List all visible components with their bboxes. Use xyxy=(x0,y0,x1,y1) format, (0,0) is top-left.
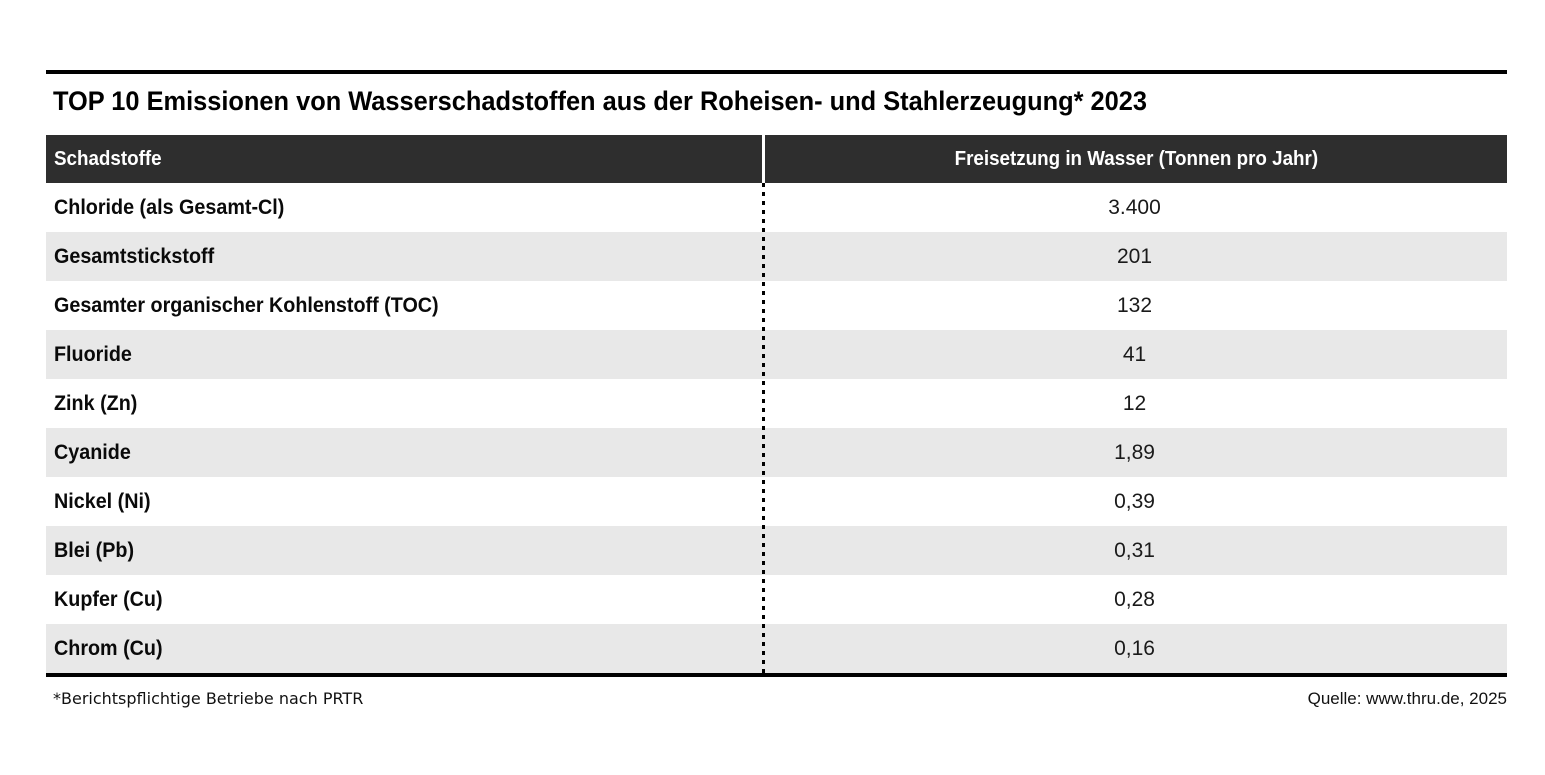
row-label: Gesamter organischer Kohlenstoff (TOC) xyxy=(54,293,439,317)
footer: *Berichtspflichtige Betriebe nach PRTR Q… xyxy=(46,689,1507,709)
row-label: Gesamtstickstoff xyxy=(54,244,215,268)
row-label-cell: Chrom (Cu) xyxy=(46,637,762,661)
row-label-cell: Nickel (Ni) xyxy=(46,490,762,514)
row-value: 0,31 xyxy=(1114,538,1155,562)
table-row: Zink (Zn) 12 xyxy=(46,379,1507,428)
row-label-cell: Kupfer (Cu) xyxy=(46,588,762,612)
row-label-cell: Cyanide xyxy=(46,441,762,465)
bottom-rule xyxy=(46,673,1507,677)
table-row: Cyanide 1,89 xyxy=(46,428,1507,477)
row-label: Blei (Pb) xyxy=(54,538,135,562)
table-row: Gesamtstickstoff 201 xyxy=(46,232,1507,281)
table-row: Chloride (als Gesamt-Cl) 3.400 xyxy=(46,183,1507,232)
table-body: Chloride (als Gesamt-Cl) 3.400 Gesamtsti… xyxy=(46,183,1507,673)
row-label: Cyanide xyxy=(54,440,131,464)
header-cell-pollutants-label: Schadstoffe xyxy=(54,147,162,170)
row-label: Chrom (Cu) xyxy=(54,636,163,660)
row-label-cell: Gesamtstickstoff xyxy=(46,245,762,269)
header-cell-values-label: Freisetzung in Wasser (Tonnen pro Jahr) xyxy=(954,147,1318,170)
row-value: 0,28 xyxy=(1114,587,1155,611)
header-cell-pollutants: Schadstoffe xyxy=(46,148,762,171)
table-row: Chrom (Cu) 0,16 xyxy=(46,624,1507,673)
row-label-cell: Fluoride xyxy=(46,343,762,367)
row-label: Chloride (als Gesamt-Cl) xyxy=(54,195,285,219)
row-value: 12 xyxy=(1122,391,1147,415)
table-row: Kupfer (Cu) 0,28 xyxy=(46,575,1507,624)
header-column-gap xyxy=(762,135,765,183)
footnote: *Berichtspflichtige Betriebe nach PRTR xyxy=(53,689,364,708)
table-row: Blei (Pb) 0,31 xyxy=(46,526,1507,575)
header-cell-values: Freisetzung in Wasser (Tonnen pro Jahr) xyxy=(765,148,1507,171)
data-table: Schadstoffe Freisetzung in Wasser (Tonne… xyxy=(46,135,1507,677)
table-row: Nickel (Ni) 0,39 xyxy=(46,477,1507,526)
row-value: 1,89 xyxy=(1114,440,1155,464)
page-title: TOP 10 Emissionen von Wasserschadstoffen… xyxy=(46,84,1507,118)
row-label-cell: Gesamter organischer Kohlenstoff (TOC) xyxy=(46,294,762,318)
dotted-column-divider xyxy=(762,183,765,673)
table-header-row: Schadstoffe Freisetzung in Wasser (Tonne… xyxy=(46,135,1507,183)
row-value: 0,16 xyxy=(1114,636,1155,660)
source-attribution: Quelle: www.thru.de, 2025 xyxy=(1307,689,1507,708)
row-value: 3.400 xyxy=(1108,195,1161,219)
page-title-text: TOP 10 Emissionen von Wasserschadstoffen… xyxy=(53,86,1147,116)
row-label-cell: Blei (Pb) xyxy=(46,539,762,563)
row-value: 41 xyxy=(1122,342,1147,366)
row-label-cell: Chloride (als Gesamt-Cl) xyxy=(46,196,762,220)
table-row: Fluoride 41 xyxy=(46,330,1507,379)
table-row: Gesamter organischer Kohlenstoff (TOC) 1… xyxy=(46,281,1507,330)
row-value: 0,39 xyxy=(1114,489,1155,513)
row-value: 132 xyxy=(1116,293,1153,317)
row-label: Zink (Zn) xyxy=(54,391,138,415)
top-rule xyxy=(46,70,1507,74)
row-label: Kupfer (Cu) xyxy=(54,587,163,611)
row-value: 201 xyxy=(1116,244,1153,268)
row-label: Fluoride xyxy=(54,342,132,366)
row-label: Nickel (Ni) xyxy=(54,489,151,513)
row-label-cell: Zink (Zn) xyxy=(46,392,762,416)
